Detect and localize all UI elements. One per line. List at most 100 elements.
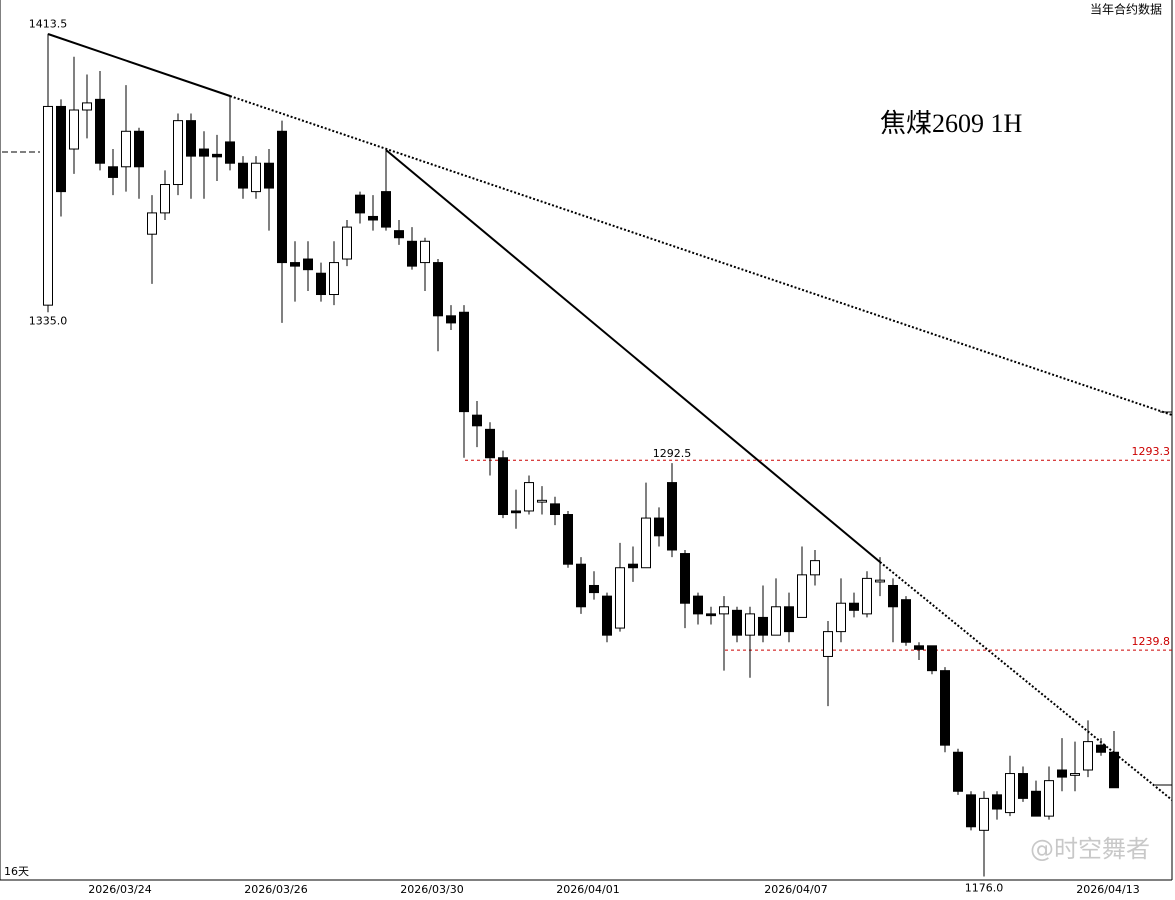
candle-body	[459, 311, 469, 413]
candle-body	[69, 109, 79, 150]
candle-body	[121, 130, 131, 168]
candle-body	[394, 230, 404, 239]
candle-body	[329, 262, 339, 296]
candle-body	[628, 563, 638, 569]
candle-body	[1018, 773, 1028, 799]
candle-body	[420, 240, 430, 264]
candle-body	[355, 194, 365, 214]
price-annotation: 1335.0	[29, 314, 68, 327]
candle-body	[186, 120, 196, 157]
candle-body	[914, 645, 924, 650]
candle-body	[212, 153, 222, 158]
x-tick-label: 2026/03/24	[88, 883, 151, 896]
trend-line	[47, 33, 231, 97]
candle-body	[1005, 773, 1015, 814]
candle-body	[368, 215, 378, 221]
candle-body	[680, 553, 690, 604]
candle-body	[173, 120, 183, 186]
candle-body	[589, 584, 599, 594]
candle-body	[797, 574, 807, 618]
candle-body	[953, 751, 963, 792]
level-label: 1239.8	[1132, 635, 1171, 648]
x-tick-label: 2026/03/26	[244, 883, 307, 896]
candle-body	[615, 567, 625, 629]
candle-body	[732, 609, 742, 636]
candle-body	[667, 482, 677, 551]
candle-body	[784, 606, 794, 633]
candle-body	[225, 141, 235, 164]
candle-body	[1031, 790, 1041, 817]
x-tick-label: 2026/03/30	[400, 883, 463, 896]
candle-body	[472, 414, 482, 427]
candle-body	[641, 517, 651, 569]
candle-body	[381, 191, 391, 228]
price-annotation: 1292.5	[653, 447, 692, 460]
candle-body	[147, 212, 157, 235]
candle-body	[485, 428, 495, 459]
candle-body	[277, 130, 287, 264]
candle-body	[875, 579, 885, 583]
candle-body	[95, 98, 105, 164]
trend-line	[385, 149, 881, 563]
candle-body	[251, 162, 261, 193]
candle-body	[940, 670, 950, 746]
candle-body	[771, 606, 781, 636]
plot: 1293.3 1239.8 2026/03/24 2026/03/26 2026/03/…	[29, 18, 1172, 896]
candle-body	[576, 563, 586, 608]
candle-body	[1109, 751, 1119, 789]
candle-body	[823, 631, 833, 657]
candle-body	[992, 794, 1002, 810]
candle-body	[602, 595, 612, 636]
candle-body	[563, 514, 573, 565]
candle-body	[524, 482, 534, 512]
candle-body	[537, 499, 547, 503]
candle-body	[290, 262, 300, 267]
candle-body	[1096, 744, 1106, 753]
x-tick-label: 2026/04/13	[1076, 883, 1139, 896]
candle-body	[654, 517, 664, 537]
candle-body	[979, 797, 989, 831]
price-annotation: 1413.5	[29, 18, 68, 31]
candle-body	[160, 184, 170, 214]
candle-body	[758, 616, 768, 636]
candle-body	[238, 162, 248, 189]
candle-body	[56, 105, 66, 193]
candle-body	[433, 262, 443, 317]
candle-body	[446, 315, 456, 324]
candle-body	[316, 272, 326, 296]
candle-body	[836, 602, 846, 633]
candle-body	[1057, 769, 1067, 778]
candle-body	[719, 606, 729, 615]
trend-line	[229, 95, 1173, 416]
candle-body	[498, 457, 508, 516]
x-tick-label: 2026/04/07	[764, 883, 827, 896]
candle-body	[927, 645, 937, 672]
candle-body	[966, 794, 976, 828]
candle-body	[901, 599, 911, 643]
candle-body	[407, 240, 417, 267]
candle-body	[511, 510, 521, 514]
candle-body	[199, 148, 209, 157]
candle-body	[134, 130, 144, 168]
candle-body	[43, 105, 53, 306]
candle-body	[745, 613, 755, 636]
candle-body	[849, 602, 859, 611]
candle-body	[303, 258, 313, 271]
bottom-left-label: 16天	[4, 865, 29, 878]
top-right-label: 当年合约数据	[1090, 2, 1162, 17]
candle-body	[888, 584, 898, 608]
chart-title: 焦煤2609 1H	[880, 109, 1023, 138]
candle-body	[264, 162, 274, 189]
candle-body	[1044, 780, 1054, 817]
level-label: 1293.3	[1132, 445, 1171, 458]
candle-body	[108, 166, 118, 178]
trend-line	[879, 561, 1173, 801]
price-annotation: 1176.0	[965, 881, 1004, 894]
candle-body	[550, 503, 560, 516]
candle-body	[862, 577, 872, 615]
x-tick-label: 2026/04/01	[556, 883, 619, 896]
candle-body	[82, 102, 92, 111]
watermark: @时空舞者	[1030, 835, 1150, 863]
candle-body	[810, 560, 820, 576]
